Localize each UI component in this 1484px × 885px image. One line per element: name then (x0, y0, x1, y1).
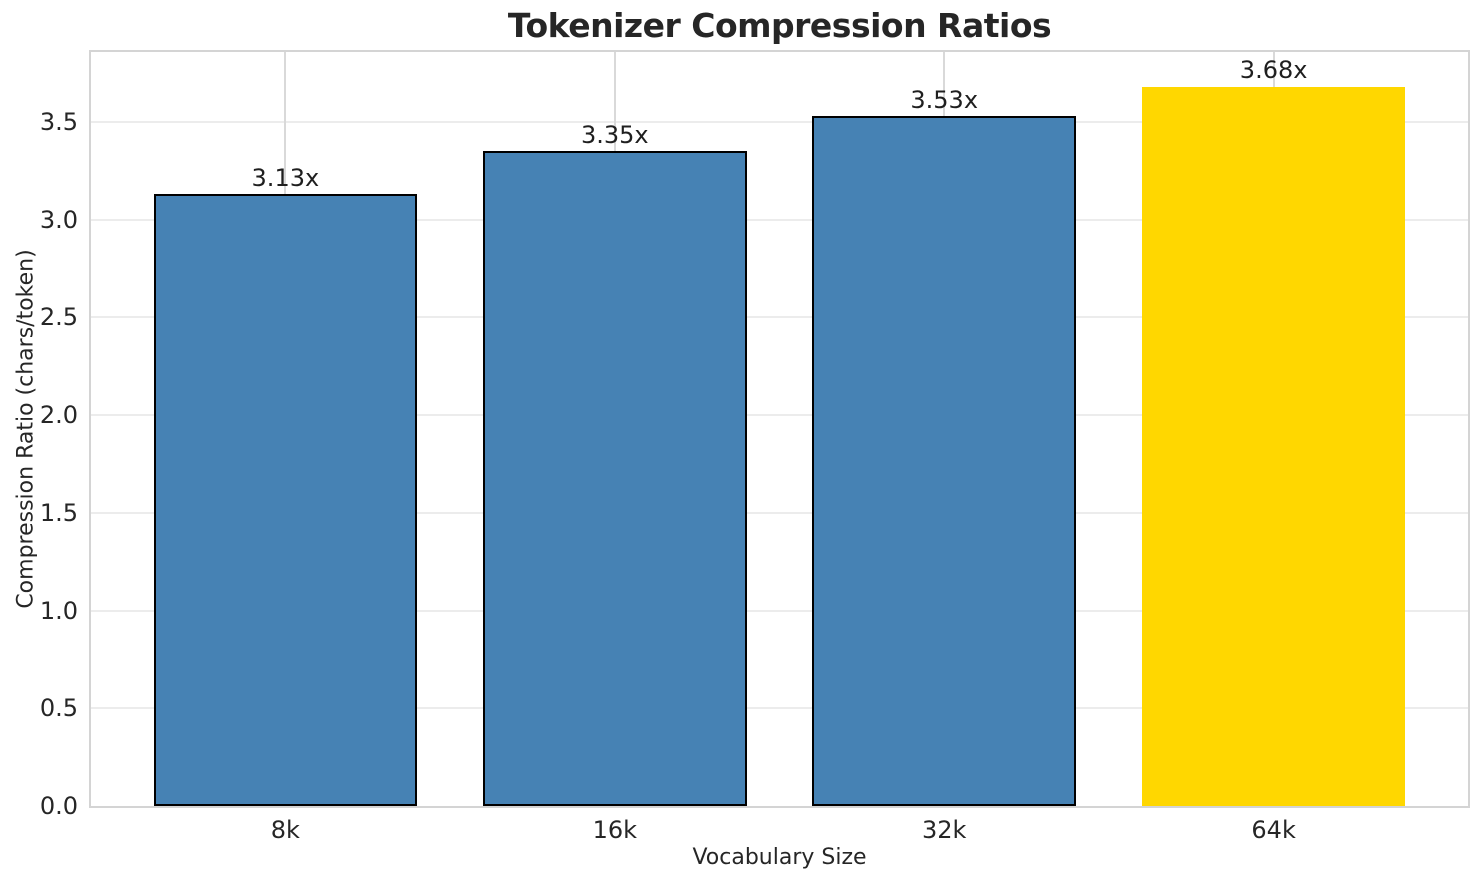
gridline-horizontal (91, 609, 1468, 612)
gridline-horizontal (91, 218, 1468, 221)
y-tick-label: 2.0 (39, 401, 78, 430)
y-tick-label: 3.0 (39, 205, 78, 234)
bar-value-label: 3.68x (1239, 56, 1308, 85)
bar-16k (483, 151, 747, 806)
bar-value-label: 3.35x (580, 120, 649, 149)
chart-title: Tokenizer Compression Ratios (507, 6, 1052, 45)
gridline-horizontal (91, 120, 1468, 123)
x-tick-label: 32k (921, 816, 967, 844)
plot-area: 3.13x 3.35x 3.53x 3.68x (91, 52, 1468, 806)
x-tick-label: 8k (270, 816, 300, 844)
y-tick-label: 1.5 (39, 498, 78, 527)
bar-value-label: 3.13x (251, 163, 320, 192)
x-axis-ticks: 8k 16k 32k 64k (91, 806, 1468, 846)
y-tick-label: 1.0 (39, 596, 78, 625)
bar-32k (812, 116, 1076, 806)
y-axis-ticks: 0.0 0.5 1.0 1.5 2.0 2.5 3.0 3.5 (0, 52, 78, 820)
x-tick-label: 64k (1251, 816, 1296, 844)
gridline-horizontal (91, 316, 1468, 319)
bar-value-label: 3.53x (910, 85, 979, 114)
gridline-horizontal (91, 511, 1468, 514)
x-tick-label: 16k (592, 816, 637, 844)
bar-64k (1141, 86, 1406, 806)
gridline-horizontal (91, 707, 1468, 710)
y-axis-label: Compression Ratio (chars/token) (13, 249, 39, 609)
bar-8k (153, 194, 418, 806)
y-tick-label: 0.5 (39, 694, 78, 723)
y-tick-label: 2.5 (39, 303, 78, 332)
y-tick-label: 0.0 (39, 792, 78, 820)
y-tick-label: 3.5 (39, 107, 78, 136)
x-axis-label: Vocabulary Size (692, 845, 867, 870)
gridline-horizontal (91, 414, 1468, 417)
